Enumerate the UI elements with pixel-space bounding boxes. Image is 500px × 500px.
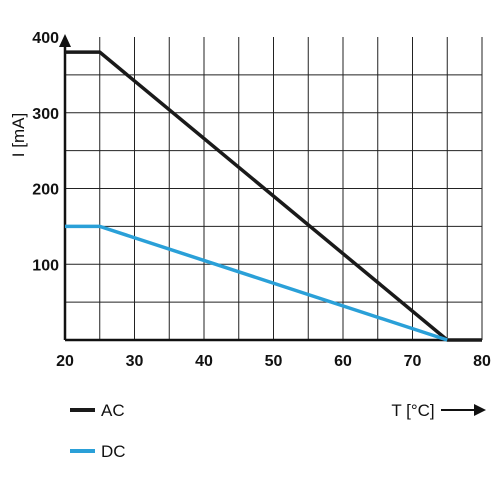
x-tick-label: 50 bbox=[265, 353, 283, 370]
x-tick-label: 20 bbox=[56, 353, 74, 370]
x-axis-title: T [°C] bbox=[391, 401, 434, 420]
x-tick-label: 30 bbox=[126, 353, 144, 370]
y-tick-label: 400 bbox=[32, 30, 59, 47]
x-tick-label: 80 bbox=[473, 353, 491, 370]
legend: AC DC bbox=[70, 401, 126, 461]
y-tick-label: 100 bbox=[32, 257, 59, 274]
x-tick-label: 40 bbox=[195, 353, 213, 370]
series-line-dc bbox=[65, 224, 448, 342]
y-axis-title: I [mA] bbox=[9, 113, 28, 157]
y-tick-label: 300 bbox=[32, 106, 59, 123]
series-line-ac bbox=[65, 50, 482, 342]
y-tick-label: 200 bbox=[32, 182, 59, 199]
y-axis-arrow-icon bbox=[59, 34, 71, 47]
legend-label-ac: AC bbox=[101, 401, 125, 420]
x-tick-label: 60 bbox=[334, 353, 352, 370]
x-axis-arrow-icon bbox=[441, 404, 486, 416]
legend-item-ac: AC bbox=[70, 401, 125, 420]
axes bbox=[59, 34, 482, 342]
grid bbox=[65, 37, 483, 340]
series-lines bbox=[65, 50, 482, 342]
x-tick-label: 70 bbox=[404, 353, 422, 370]
legend-item-dc: DC bbox=[70, 442, 126, 461]
legend-label-dc: DC bbox=[101, 442, 126, 461]
x-tick-labels: 20 30 40 50 60 70 80 bbox=[56, 353, 491, 370]
y-tick-labels: 100 200 300 400 bbox=[32, 30, 59, 274]
